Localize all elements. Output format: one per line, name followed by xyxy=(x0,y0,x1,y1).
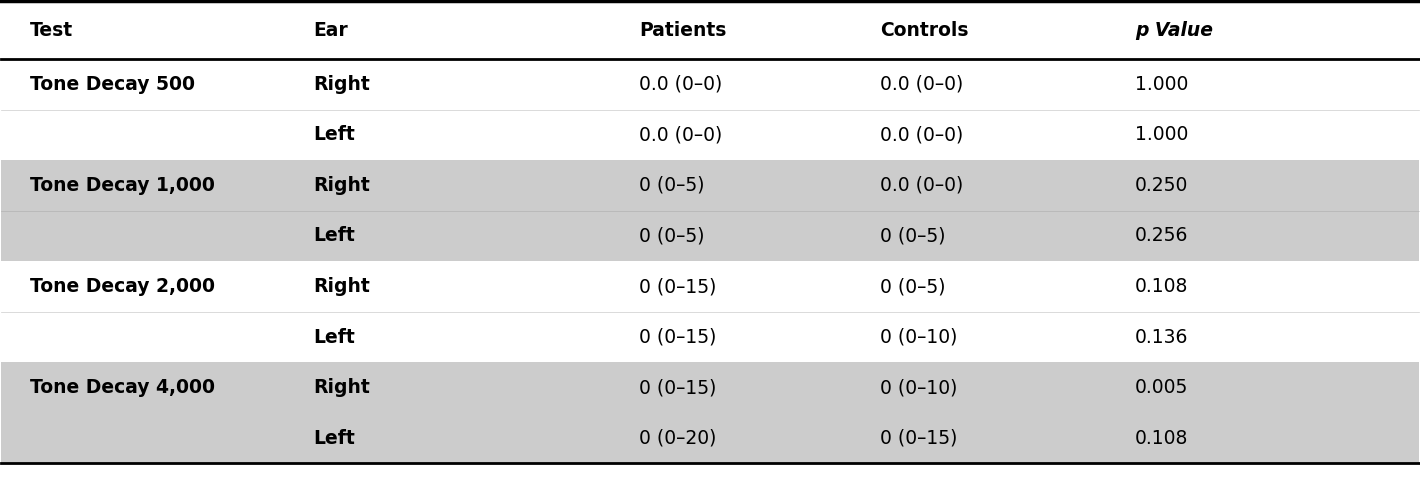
Text: p Value: p Value xyxy=(1135,21,1213,40)
Text: Controls: Controls xyxy=(880,21,968,40)
Text: 0 (0–15): 0 (0–15) xyxy=(880,429,957,448)
Text: 0.108: 0.108 xyxy=(1135,277,1189,296)
Text: Right: Right xyxy=(314,378,371,397)
FancyBboxPatch shape xyxy=(1,312,1419,363)
Text: 0.0 (0–0): 0.0 (0–0) xyxy=(880,75,963,94)
Text: 0 (0–15): 0 (0–15) xyxy=(639,328,717,347)
Text: 0 (0–15): 0 (0–15) xyxy=(639,277,717,296)
Text: Tone Decay 2,000: Tone Decay 2,000 xyxy=(30,277,214,296)
Text: Tone Decay 4,000: Tone Decay 4,000 xyxy=(30,378,214,397)
FancyBboxPatch shape xyxy=(1,363,1419,413)
Text: 0 (0–5): 0 (0–5) xyxy=(639,176,704,195)
Text: Left: Left xyxy=(314,227,355,245)
Text: Tone Decay 500: Tone Decay 500 xyxy=(30,75,195,94)
Text: 0 (0–15): 0 (0–15) xyxy=(639,378,717,397)
Text: Patients: Patients xyxy=(639,21,727,40)
Text: 0.005: 0.005 xyxy=(1135,378,1189,397)
Text: 0 (0–10): 0 (0–10) xyxy=(880,328,957,347)
Text: 1.000: 1.000 xyxy=(1135,125,1189,144)
Text: Ear: Ear xyxy=(314,21,348,40)
FancyBboxPatch shape xyxy=(1,59,1419,110)
Text: Left: Left xyxy=(314,328,355,347)
FancyBboxPatch shape xyxy=(1,160,1419,211)
Text: Right: Right xyxy=(314,176,371,195)
Text: 0.108: 0.108 xyxy=(1135,429,1189,448)
Text: Left: Left xyxy=(314,429,355,448)
Text: 0.250: 0.250 xyxy=(1135,176,1189,195)
Text: 0.256: 0.256 xyxy=(1135,227,1189,245)
Text: Right: Right xyxy=(314,277,371,296)
Text: 0.0 (0–0): 0.0 (0–0) xyxy=(639,75,723,94)
Text: 0.0 (0–0): 0.0 (0–0) xyxy=(880,176,963,195)
FancyBboxPatch shape xyxy=(1,211,1419,261)
Text: 0.136: 0.136 xyxy=(1135,328,1189,347)
Text: 1.000: 1.000 xyxy=(1135,75,1189,94)
Text: 0 (0–5): 0 (0–5) xyxy=(880,277,946,296)
Text: Left: Left xyxy=(314,125,355,144)
Text: Right: Right xyxy=(314,75,371,94)
FancyBboxPatch shape xyxy=(1,261,1419,312)
Text: 0.0 (0–0): 0.0 (0–0) xyxy=(880,125,963,144)
Text: Test: Test xyxy=(30,21,72,40)
Text: 0 (0–5): 0 (0–5) xyxy=(880,227,946,245)
Text: 0 (0–5): 0 (0–5) xyxy=(639,227,704,245)
Text: 0 (0–20): 0 (0–20) xyxy=(639,429,717,448)
FancyBboxPatch shape xyxy=(1,413,1419,463)
Text: Tone Decay 1,000: Tone Decay 1,000 xyxy=(30,176,214,195)
Text: 0.0 (0–0): 0.0 (0–0) xyxy=(639,125,723,144)
Text: 0 (0–10): 0 (0–10) xyxy=(880,378,957,397)
FancyBboxPatch shape xyxy=(1,110,1419,160)
